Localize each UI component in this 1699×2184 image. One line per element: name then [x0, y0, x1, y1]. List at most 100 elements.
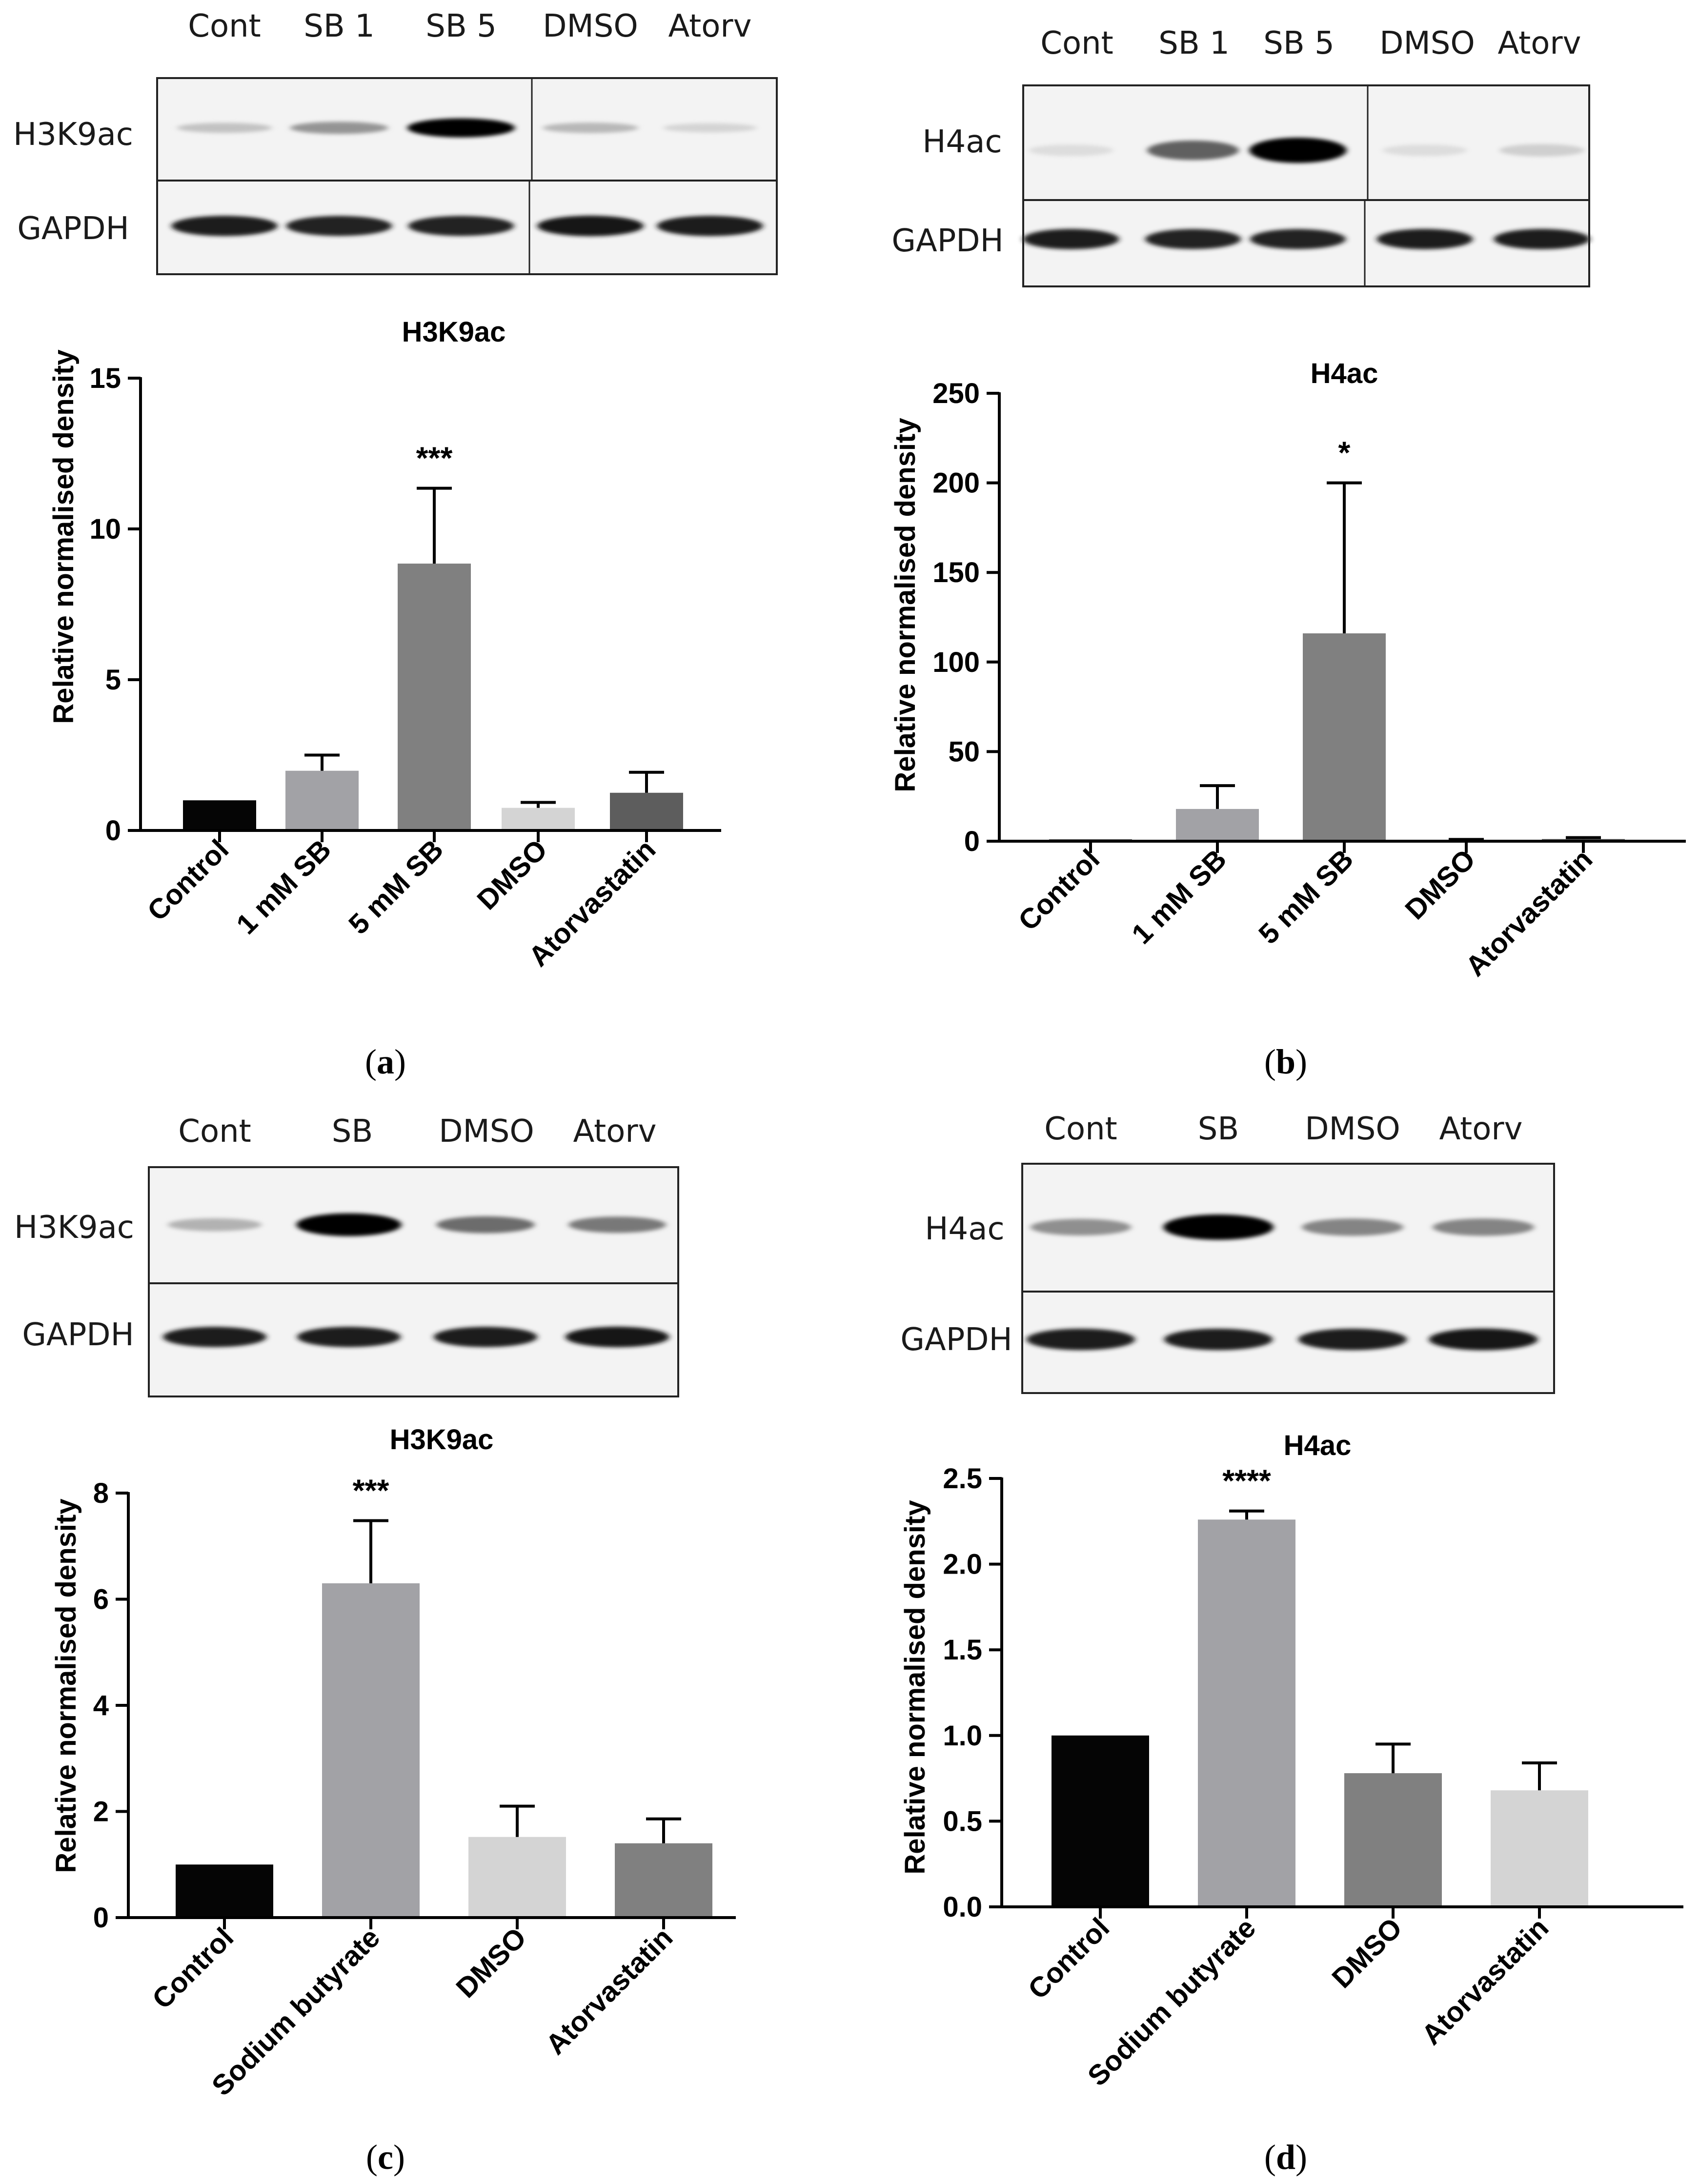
x-tick-label: DMSO [471, 833, 553, 916]
blot-a-lane-label: SB 5 [425, 8, 497, 44]
x-tick-label: 1 mM SB [1126, 843, 1233, 950]
y-tick-label: 100 [932, 647, 980, 678]
blot-b-lane-label: Cont [1040, 25, 1113, 61]
blot-d-row-label: H4ac [925, 1211, 1004, 1247]
blot-band [1432, 1218, 1535, 1236]
blot-c: Cont SB DMSO Atorv H3K9ac GAPDH [14, 1113, 679, 1397]
blot-a: Cont SB 1 SB 5 DMSO Atorv H3K9ac GAPDH [13, 8, 778, 275]
blot-a-row-label: GAPDH [17, 211, 129, 247]
blot-band [537, 215, 644, 237]
chart-c-title: H3K9ac [390, 1424, 494, 1456]
x-tick-label: 5 mM SB [1253, 843, 1359, 950]
blot-band [1164, 1328, 1273, 1351]
panel-label-a: (a) [365, 1042, 406, 1081]
blot-band [1029, 144, 1113, 156]
x-tick-label: Control [146, 1921, 240, 2015]
blot-band [1298, 1328, 1407, 1351]
y-tick-label: 200 [932, 467, 980, 499]
blot-band [171, 216, 278, 236]
bar [398, 564, 471, 830]
blot-b-lane-label: SB 5 [1263, 25, 1335, 61]
y-tick-label: 5 [105, 664, 121, 696]
blot-a-lane-label: DMSO [543, 8, 638, 44]
blot-band [290, 121, 388, 134]
blot-c-lane-label: Cont [178, 1113, 251, 1150]
y-tick-label: 2 [93, 1796, 109, 1828]
blot-d-membrane [1021, 1163, 1555, 1394]
blot-band [162, 1327, 267, 1347]
blot-band [433, 1327, 538, 1347]
blot-band [297, 1327, 401, 1347]
blot-band [296, 1213, 402, 1236]
blot-band [177, 122, 272, 133]
y-tick-label: 2.5 [943, 1463, 982, 1495]
x-tick-label: Control [1012, 843, 1106, 937]
blot-band [1026, 1328, 1135, 1351]
blot-a-lane-label: SB 1 [303, 8, 375, 44]
y-tick-label: 150 [932, 557, 980, 588]
blot-band [167, 1218, 262, 1232]
blot-c-row-label: GAPDH [22, 1317, 134, 1353]
y-tick-label: 2.0 [943, 1549, 982, 1580]
blot-band [543, 122, 638, 133]
blot-band [1249, 138, 1347, 163]
blot-band [436, 1216, 535, 1234]
blot-band [407, 118, 515, 138]
y-tick-label: 10 [89, 513, 121, 545]
blot-d: Cont SB DMSO Atorv H4ac GAPDH [900, 1111, 1555, 1394]
y-tick-label: 1.0 [943, 1720, 982, 1752]
blot-band [1429, 1328, 1538, 1351]
blot-a-lane-label: Atorv [668, 8, 751, 44]
blot-b: Cont SB 1 SB 5 DMSO Atorv H4ac GAPDH [891, 25, 1590, 287]
panel-label-b: (b) [1264, 1042, 1307, 1081]
bar [176, 1864, 273, 1918]
y-tick-label: 0 [105, 815, 121, 847]
y-tick-label: 0.0 [943, 1891, 982, 1923]
blot-d-lane-label: Atorv [1439, 1111, 1522, 1147]
y-tick-label: 15 [89, 363, 121, 394]
x-tick-label: 1 mM SB [230, 833, 337, 940]
x-tick-label: Atorvastatin [1459, 843, 1598, 982]
blot-b-row-label: H4ac [922, 124, 1002, 160]
blot-band [1163, 1214, 1274, 1240]
blot-band [1499, 144, 1585, 157]
x-tick-label: Control [141, 833, 235, 927]
y-tick-label: 6 [93, 1584, 109, 1616]
y-tick-label: 50 [948, 736, 980, 768]
blot-b-membrane [1022, 84, 1590, 287]
blot-band [408, 216, 514, 236]
x-tick-label: Control [1022, 1912, 1115, 2005]
blot-band [1382, 144, 1467, 156]
blot-band [1301, 1218, 1404, 1236]
blot-band [657, 216, 763, 236]
panel-label-c: (c) [366, 2138, 405, 2177]
blot-b-row-label: GAPDH [891, 223, 1003, 259]
bar [502, 808, 575, 830]
blot-band [663, 123, 757, 133]
chart-b: * 0 50 100 150 200 250 Control 1 mM SB 5 mM SB DMS… [932, 378, 1686, 982]
y-tick-label: 1.5 [943, 1634, 982, 1666]
blot-d-row-label: GAPDH [900, 1322, 1012, 1358]
blot-a-membrane [156, 77, 778, 275]
blot-band [568, 1216, 666, 1233]
blot-a-lane-label: Cont [188, 8, 261, 44]
y-tick-label: 0 [93, 1902, 109, 1934]
chart-d-title: H4ac [1284, 1430, 1352, 1461]
blot-band [286, 216, 392, 236]
blot-band [1147, 141, 1239, 160]
chart-d-ylabel: Relative normalised density [899, 1500, 931, 1874]
bar [183, 800, 256, 830]
blot-band [1145, 229, 1241, 249]
blot-c-lane-label: Atorv [573, 1113, 656, 1150]
blot-c-lane-label: DMSO [439, 1113, 534, 1150]
bar [322, 1583, 420, 1918]
chart-a-title: H3K9ac [402, 316, 506, 348]
y-tick-label: 4 [93, 1690, 109, 1721]
x-tick-label: 5 mM SB [343, 833, 449, 940]
blot-band [1023, 229, 1119, 249]
blot-band [1376, 229, 1473, 249]
x-tick-label: Atorvastatin [1416, 1912, 1555, 2051]
chart-b-title: H4ac [1311, 358, 1378, 389]
